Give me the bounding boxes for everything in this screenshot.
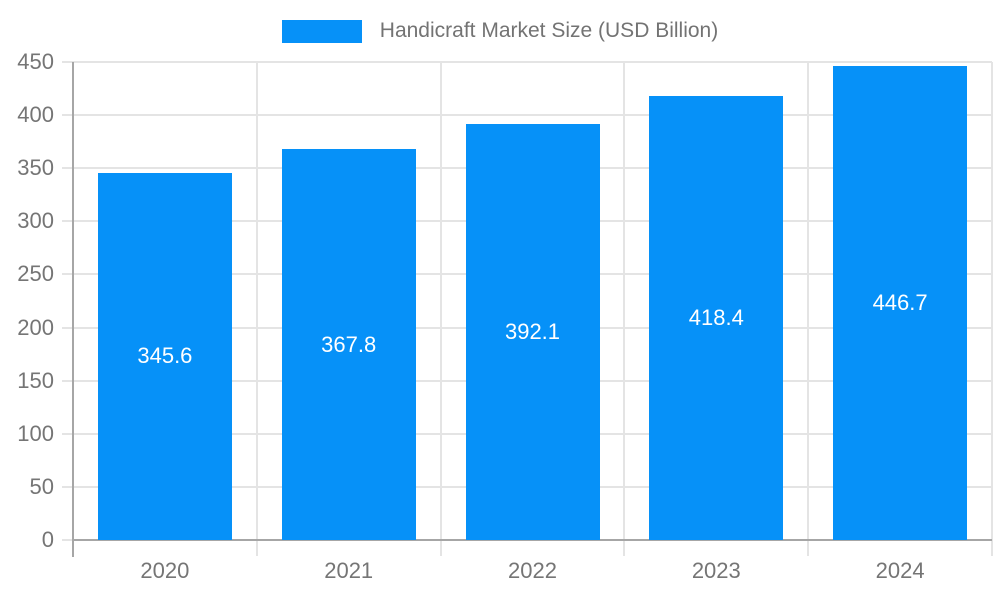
gridline-vertical	[991, 62, 993, 540]
y-axis-tick	[62, 273, 73, 276]
y-axis-tick	[62, 326, 73, 329]
bar-2023[interactable]: 418.4	[649, 95, 784, 540]
legend-label: Handicraft Market Size (USD Billion)	[379, 19, 719, 42]
x-axis-tick	[623, 540, 626, 556]
legend-swatch-icon	[281, 19, 362, 43]
y-axis-label: 0	[41, 527, 54, 552]
gridline-vertical	[439, 62, 442, 540]
x-axis-label: 2023	[691, 558, 741, 583]
y-axis-tick	[62, 432, 73, 435]
x-axis-tick	[255, 540, 258, 556]
bar-value-label: 345.6	[137, 343, 193, 369]
x-axis-label: 2022	[508, 558, 557, 583]
legend-item[interactable]: Handicraft Market Size (USD Billion)	[281, 19, 719, 43]
y-axis-tick	[62, 114, 73, 117]
y-axis-tick	[62, 539, 73, 541]
x-axis-label: 2020	[140, 558, 190, 583]
y-axis-label: 50	[29, 473, 54, 499]
gridline-horizontal	[73, 114, 992, 117]
y-axis-label: 400	[17, 102, 54, 128]
y-axis-label: 200	[17, 314, 54, 340]
gridline-vertical	[623, 62, 626, 540]
y-axis-label: 350	[17, 155, 54, 181]
bar-value-label: 418.4	[688, 304, 744, 330]
x-axis-tick	[807, 540, 810, 556]
bar-2024[interactable]: 446.7	[833, 65, 968, 540]
y-axis-tick	[62, 485, 73, 488]
x-axis-label: 2021	[324, 558, 374, 583]
x-axis-label: 2024	[875, 558, 925, 583]
y-axis-tick	[62, 220, 73, 223]
bar-value-label: 367.8	[321, 331, 377, 357]
y-axis-label: 250	[17, 261, 54, 287]
x-axis-tick	[439, 540, 442, 556]
y-axis-label: 450	[17, 49, 54, 74]
gridline-vertical	[807, 62, 810, 540]
y-axis-label: 300	[17, 208, 54, 234]
y-axis-tick	[62, 379, 73, 382]
y-axis-label: 150	[17, 367, 54, 393]
bar-2021[interactable]: 367.8	[281, 149, 416, 540]
x-axis-line	[73, 539, 992, 541]
chart-legend: Handicraft Market Size (USD Billion)	[0, 19, 1000, 43]
y-axis-tick	[62, 167, 73, 170]
x-axis-tick	[991, 540, 993, 556]
y-axis-label: 100	[17, 420, 54, 446]
y-axis-tick	[62, 61, 73, 63]
gridline-horizontal	[73, 61, 992, 63]
bar-value-label: 392.1	[504, 318, 561, 344]
bar-2020[interactable]: 345.6	[97, 172, 232, 540]
y-axis-line	[72, 62, 74, 557]
bar-2022[interactable]: 392.1	[465, 123, 600, 540]
bar-value-label: 446.7	[872, 289, 928, 315]
gridline-vertical	[255, 62, 258, 540]
